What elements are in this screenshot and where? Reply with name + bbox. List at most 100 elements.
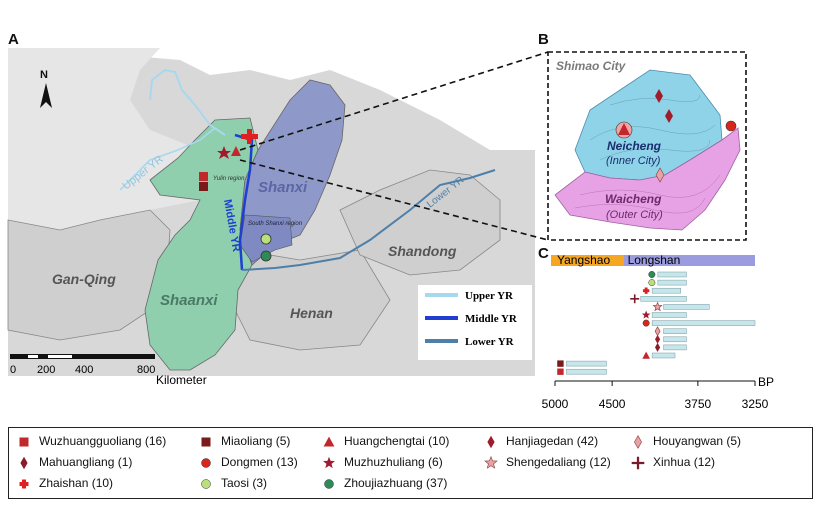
legend-label: Xinhua (12) <box>653 455 716 469</box>
legend-item-muzhuzhuliang: Muzhuzhuliang (6) <box>322 455 443 470</box>
map-panel-a: A N Gan-Qing Shaanxi Shanxi Henan Shando… <box>7 31 535 387</box>
region-label-shaanxi: Shaanxi <box>160 292 218 309</box>
timeline-bar-mahuangliang <box>663 344 687 351</box>
legend-item-shengedaliang: Shengedaliang (12) <box>484 455 611 470</box>
upper-yr-river-west <box>119 127 216 191</box>
timeline-bar-hanjiagedan <box>663 336 687 343</box>
x-tick-label: 5000 <box>542 397 569 411</box>
scale-tick-200: 200 <box>37 364 55 376</box>
circle-icon <box>201 479 211 489</box>
legend-text-middle: Middle YR <box>465 313 518 325</box>
lower-yr-river <box>241 169 496 271</box>
region-label-yulin: Yulin region <box>213 176 245 182</box>
connector-line-top <box>239 51 549 151</box>
wuzhuangguoliang-marker <box>199 172 208 181</box>
timeline-bar-taosi <box>657 279 687 286</box>
legend-label: Houyangwan (5) <box>653 434 742 448</box>
north-arrow: N <box>40 69 52 108</box>
inset-title: Shimao City <box>556 59 627 73</box>
timeline-marker-zhoujiazhuang <box>648 271 656 278</box>
outer-city-label-en: (Outer City) <box>606 209 663 221</box>
scale-tick-800: 800 <box>137 364 155 376</box>
scale-bar-white-b <box>48 355 72 358</box>
timeline-marker-huangchengtai <box>642 351 650 359</box>
legend-label: Mahuangliang (1) <box>39 455 133 469</box>
timeline-bar-xinhua <box>640 296 687 302</box>
henan-region <box>229 249 391 351</box>
timeline-bar-wuzhuangguoliang <box>566 368 607 375</box>
houyangwan-inset-marker <box>655 167 665 183</box>
scale-tick-0: 0 <box>10 364 16 376</box>
star-open-icon <box>484 455 498 469</box>
inner-city-label-en: (Inner City) <box>606 155 661 167</box>
contour-line <box>574 197 706 214</box>
hanjiagedan-inset-marker-b <box>665 109 673 123</box>
contour-line <box>589 124 716 141</box>
period-band-yangshao <box>551 255 624 266</box>
legend-item-zhoujiazhuang: Zhoujiazhuang (37) <box>322 476 447 491</box>
timeline-marker-hanjiagedan <box>655 334 661 344</box>
legend-label: Zhaishan (10) <box>39 476 114 490</box>
site-legend: Wuzhuangguoliang (16) Miaoliang (5) Huangc… <box>8 427 813 499</box>
huangchengtai-inset-marker <box>618 123 630 135</box>
plus-icon <box>19 479 29 489</box>
panel-label-c: C <box>538 245 549 262</box>
contour-line <box>599 139 711 161</box>
diamond-icon <box>20 456 28 470</box>
timeline-bar-dongmen <box>651 320 756 326</box>
timeline-bar-shengedaliang <box>663 304 710 310</box>
region-label-south-shanxi: South Shanxi region <box>248 221 303 227</box>
legend-label: Huangchengtai (10) <box>344 434 450 448</box>
legend-text-upper: Upper YR <box>465 290 514 302</box>
miaoliang-marker <box>199 182 208 191</box>
legend-item-xinhua: Xinhua (12) <box>631 455 715 470</box>
diamond-open-icon <box>634 434 642 449</box>
scale-bar-white-a <box>28 355 38 358</box>
timeline-marker-houyangwan <box>654 326 661 337</box>
diamond-icon <box>487 435 495 449</box>
legend-label: Hanjiagedan (42) <box>506 434 599 448</box>
timeline-bar-muzhuzhuliang <box>651 312 687 318</box>
outer-city-label: Waicheng <box>605 192 662 206</box>
region-label-henan: Henan <box>290 305 333 321</box>
x-axis-label: BP <box>758 375 774 389</box>
scale-tick-400: 400 <box>75 364 93 376</box>
map-upland <box>8 48 200 230</box>
north-arrow-icon <box>40 83 52 108</box>
legend-item-wuzhuangguoliang: Wuzhuangguoliang (16) <box>17 434 166 449</box>
upper-yr-river <box>149 68 226 136</box>
legend-label: Zhoujiazhuang (37) <box>344 476 448 490</box>
zhaishan-marker <box>241 129 258 144</box>
legend-item-dongmen: Dongmen (13) <box>199 455 298 470</box>
scale-unit: Kilometer <box>156 373 207 387</box>
timeline-marker-dongmen <box>642 319 650 327</box>
star-icon <box>323 456 335 468</box>
timeline-marker-mahuangliang <box>655 342 661 352</box>
timeline-marker-taosi <box>648 279 656 287</box>
hanjiagedan-inset-marker-a <box>655 89 663 103</box>
legend-item-huangchengtai: Huangchengtai (10) <box>322 434 449 449</box>
timeline-marker-wuzhuangguoliang <box>557 368 564 375</box>
timeline-marker-shengedaliang <box>652 301 663 312</box>
x-axis-ticks: 5000 4500 3750 3250 <box>542 381 769 411</box>
cross4-icon <box>631 456 645 470</box>
legend-item-hanjiagedan: Hanjiagedan (42) <box>484 434 598 449</box>
legend-label: Wuzhuangguoliang (16) <box>39 434 167 448</box>
legend-label: Miaoliang (5) <box>221 434 291 448</box>
legend-label: Taosi (3) <box>221 476 268 490</box>
legend-item-houyangwan: Houyangwan (5) <box>631 434 741 449</box>
triangle-icon <box>323 436 335 447</box>
panel-label-a: A <box>8 31 19 48</box>
scale-bar-body <box>10 354 155 359</box>
legend-label: Dongmen (13) <box>221 455 298 469</box>
square-icon <box>19 437 29 447</box>
circle-icon <box>201 458 211 468</box>
region-label-shandong: Shandong <box>388 243 457 259</box>
huangchengtai-marker <box>231 146 241 156</box>
panel-label-b: B <box>538 31 549 48</box>
timeline-chart: C Yangshao Longshan 5000 4500 3750 3250 BP <box>538 245 774 411</box>
circle-icon <box>324 479 334 489</box>
map-sea-top <box>8 48 535 150</box>
period-label-yangshao: Yangshao <box>557 253 610 267</box>
timeline-marker-muzhuzhuliang <box>641 310 651 319</box>
